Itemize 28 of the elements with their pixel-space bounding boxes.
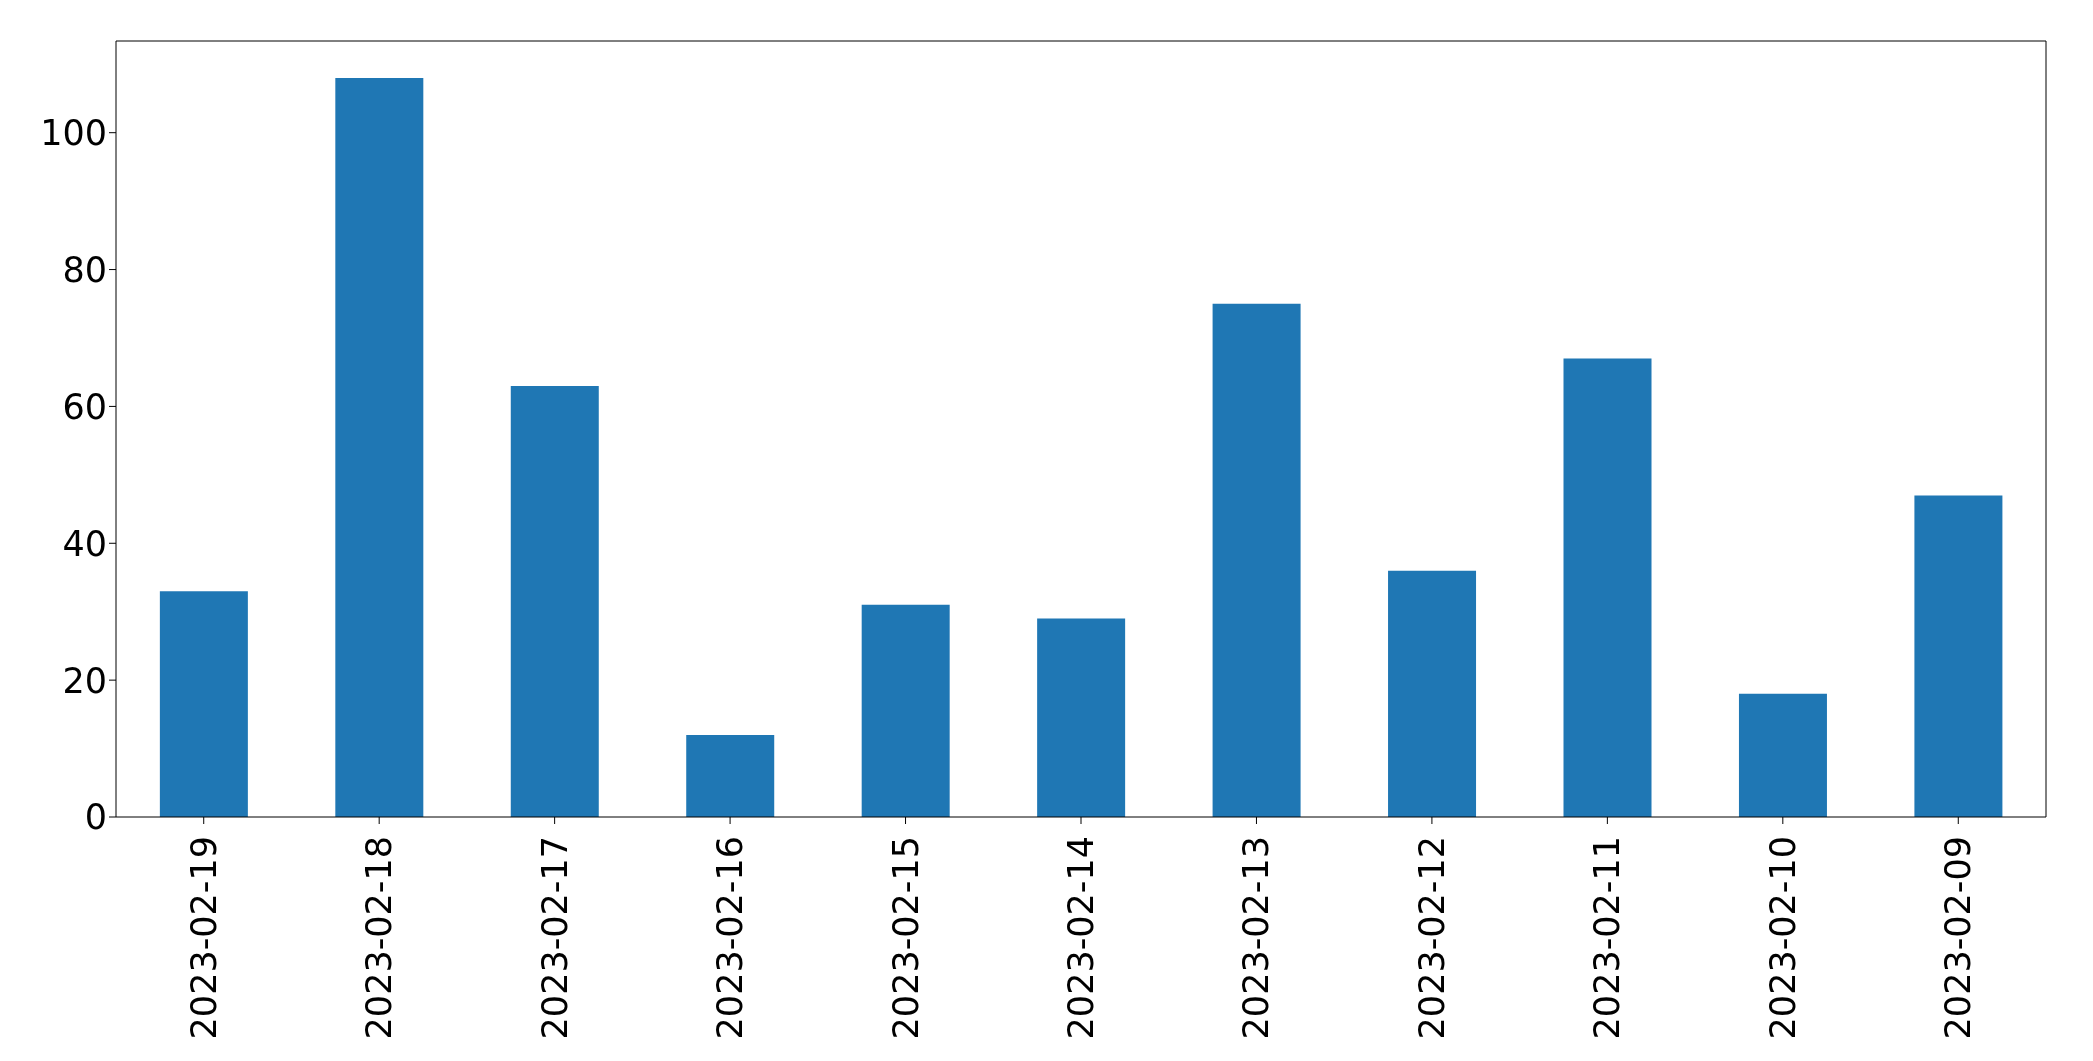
x-tick-label: 2023-02-09: [1938, 836, 1979, 1040]
x-tick-label: 2023-02-19: [183, 836, 224, 1040]
y-tick-label: 0: [84, 797, 107, 838]
x-tick-label: 2023-02-14: [1061, 836, 1101, 1040]
bar: [1914, 495, 2003, 817]
bar: [510, 385, 599, 817]
y-tick-label: 100: [40, 113, 107, 154]
bar: [1037, 618, 1126, 817]
bar: [1563, 358, 1652, 817]
bar: [1388, 570, 1477, 817]
bar: [861, 604, 950, 817]
x-tick-label: 2023-02-15: [885, 836, 926, 1040]
y-tick-label: 80: [62, 249, 107, 290]
bar: [1212, 303, 1301, 817]
x-tick-label: 2023-02-13: [1236, 836, 1277, 1040]
x-tick-label: 2023-02-18: [359, 836, 400, 1040]
x-tick-label: 2023-02-11: [1587, 836, 1628, 1040]
y-tick-label: 60: [62, 386, 107, 427]
x-tick-label: 2023-02-10: [1762, 836, 1803, 1040]
y-tick-label: 40: [62, 523, 107, 564]
x-tick-label: 2023-02-12: [1411, 836, 1452, 1040]
bar: [686, 734, 775, 817]
bar: [1738, 693, 1827, 817]
x-tick-label: 2023-02-17: [534, 836, 575, 1040]
x-tick-label: 2023-02-16: [710, 836, 751, 1040]
bar: [159, 591, 248, 817]
y-tick-label: 20: [62, 660, 107, 701]
bar: [335, 77, 424, 817]
